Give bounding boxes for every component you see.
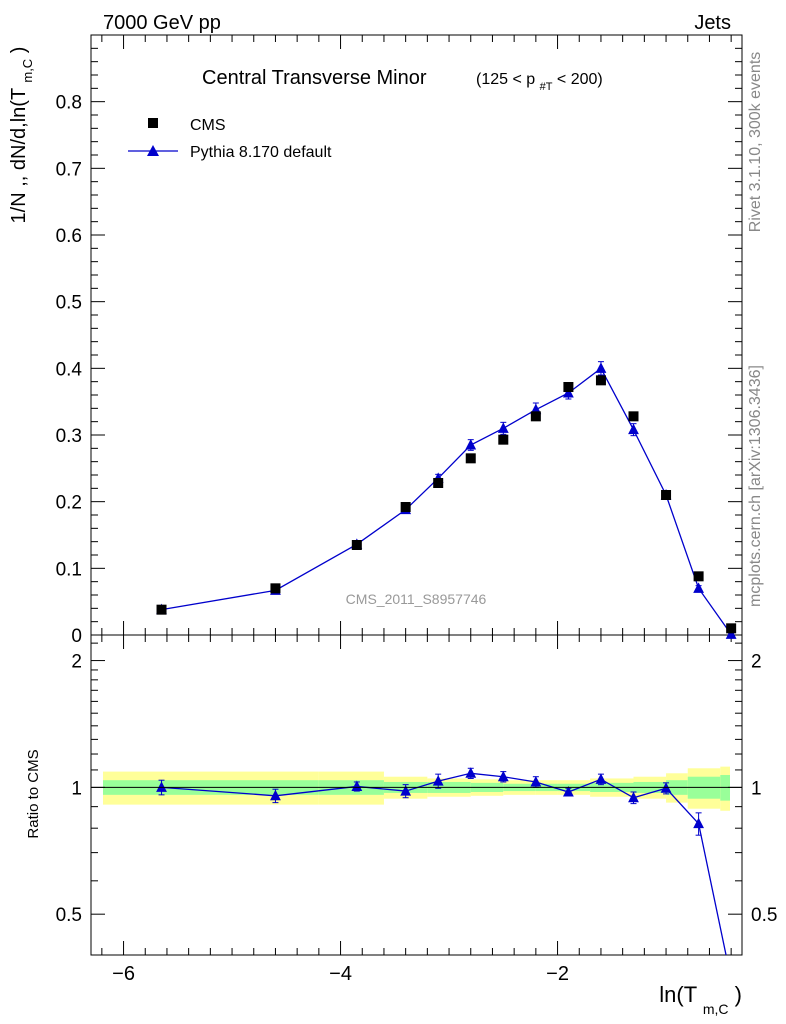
x-tick-label: −4 xyxy=(329,963,352,985)
y-tick-label: 0.8 xyxy=(56,93,82,114)
ratio-tick-label-right: 0.5 xyxy=(751,905,777,926)
cms-point xyxy=(270,583,281,594)
cut-close: < 200) xyxy=(557,71,603,88)
y-axis-label-close: ) xyxy=(8,47,30,54)
ratio-tick-label: 1 xyxy=(71,778,82,799)
ratio-tick-label-right: 2 xyxy=(751,652,762,673)
ratio-point xyxy=(156,781,167,792)
x-tick-label: −2 xyxy=(546,963,569,985)
pythia-point xyxy=(693,582,704,593)
ratio-bands xyxy=(103,766,730,811)
plot-title-cut: (125 < p #T < 200) xyxy=(476,71,603,94)
process-label: Jets xyxy=(694,12,731,34)
x-tick-label: −6 xyxy=(112,963,135,985)
y-tick-label: 0.6 xyxy=(56,226,82,247)
ratio-tick-label: 2 xyxy=(71,652,82,673)
cms-point xyxy=(661,490,672,500)
legend-cms-label: CMS xyxy=(190,117,226,134)
cms-point xyxy=(400,502,411,512)
axis-ticks: 0 0.1 0.2 0.3 0.4 0.5 0.6 0.7 0.8 −6 −4 −2 0.5 0.5 1 1 2… xyxy=(56,35,777,985)
cms-point xyxy=(595,375,606,386)
x-axis-label: ln(T m,C ) xyxy=(659,982,742,1019)
legend-pythia-label: Pythia 8.170 default xyxy=(190,144,332,161)
cms-point xyxy=(726,623,737,634)
cms-point xyxy=(156,604,167,615)
legend-pythia-marker xyxy=(147,145,159,156)
y-tick-label: 0.2 xyxy=(56,493,82,514)
ratio-point xyxy=(563,786,574,797)
analysis-watermark: CMS_2011_S8957746 xyxy=(346,591,487,607)
ratio-point xyxy=(497,770,509,782)
pythia-point xyxy=(497,422,509,433)
ratio-tick-label: 0.5 xyxy=(56,905,82,926)
y-tick-label: 0 xyxy=(71,626,82,647)
ratio-tick-label-right: 1 xyxy=(751,778,762,799)
y-axis-label: 1/N ,, dN/d,ln(T m,C ) xyxy=(8,47,37,224)
ratio-point xyxy=(530,775,542,787)
cms-point xyxy=(563,382,574,392)
cut-sub: #T xyxy=(540,81,553,93)
pythia-point xyxy=(563,387,574,398)
ratio-point xyxy=(400,785,412,796)
x-axis-label-close: ) xyxy=(735,982,742,1007)
y-tick-label: 0.5 xyxy=(56,293,82,314)
y-axis-label-text: 1/N ,, dN/d,ln(T xyxy=(8,88,30,223)
ratio-point xyxy=(693,817,704,829)
cms-series xyxy=(156,375,737,634)
y-tick-label: 0.3 xyxy=(56,426,82,447)
y-axis-label-sub: m,C xyxy=(20,59,35,83)
pythia-point xyxy=(628,423,639,435)
ratio-point xyxy=(351,780,363,791)
ratio-point xyxy=(465,767,477,778)
y-tick-label: 0.4 xyxy=(56,359,83,380)
ratio-panel-frame xyxy=(90,634,743,956)
x-axis-label-sub: m,C xyxy=(703,1001,729,1017)
plot-title-main: Central Transverse Minor xyxy=(202,67,427,89)
pythia-point xyxy=(465,439,477,450)
cms-point xyxy=(351,540,362,550)
y-tick-label: 0.1 xyxy=(56,559,82,580)
y-tick-label: 0.7 xyxy=(56,159,82,180)
energy-label: 7000 GeV pp xyxy=(103,12,221,34)
mcplots-label: mcplots.cern.ch [arXiv:1306.3436] xyxy=(747,365,764,607)
cms-point xyxy=(530,411,541,422)
rivet-version-label: Rivet 3.1.10, 300k events xyxy=(747,52,764,233)
cms-point xyxy=(433,478,444,488)
legend-cms-marker xyxy=(148,118,158,128)
cut-open: (125 < p xyxy=(476,71,535,88)
cms-point xyxy=(498,434,509,445)
plot-title: Central Transverse Minor xyxy=(202,67,427,89)
main-panel-frame xyxy=(90,34,743,636)
cms-point xyxy=(693,571,704,582)
pythia-line xyxy=(161,367,732,635)
cms-point xyxy=(628,411,639,422)
ratio-point xyxy=(432,775,444,786)
pythia-point xyxy=(595,362,607,373)
pythia-point xyxy=(725,628,737,639)
x-axis-label-text: ln(T xyxy=(659,982,697,1007)
cms-point xyxy=(465,453,476,464)
ratio-point xyxy=(628,791,639,803)
ratio-point xyxy=(595,773,607,784)
ratio-axis-label: Ratio to CMS xyxy=(25,749,42,838)
ratio-point xyxy=(270,789,281,801)
